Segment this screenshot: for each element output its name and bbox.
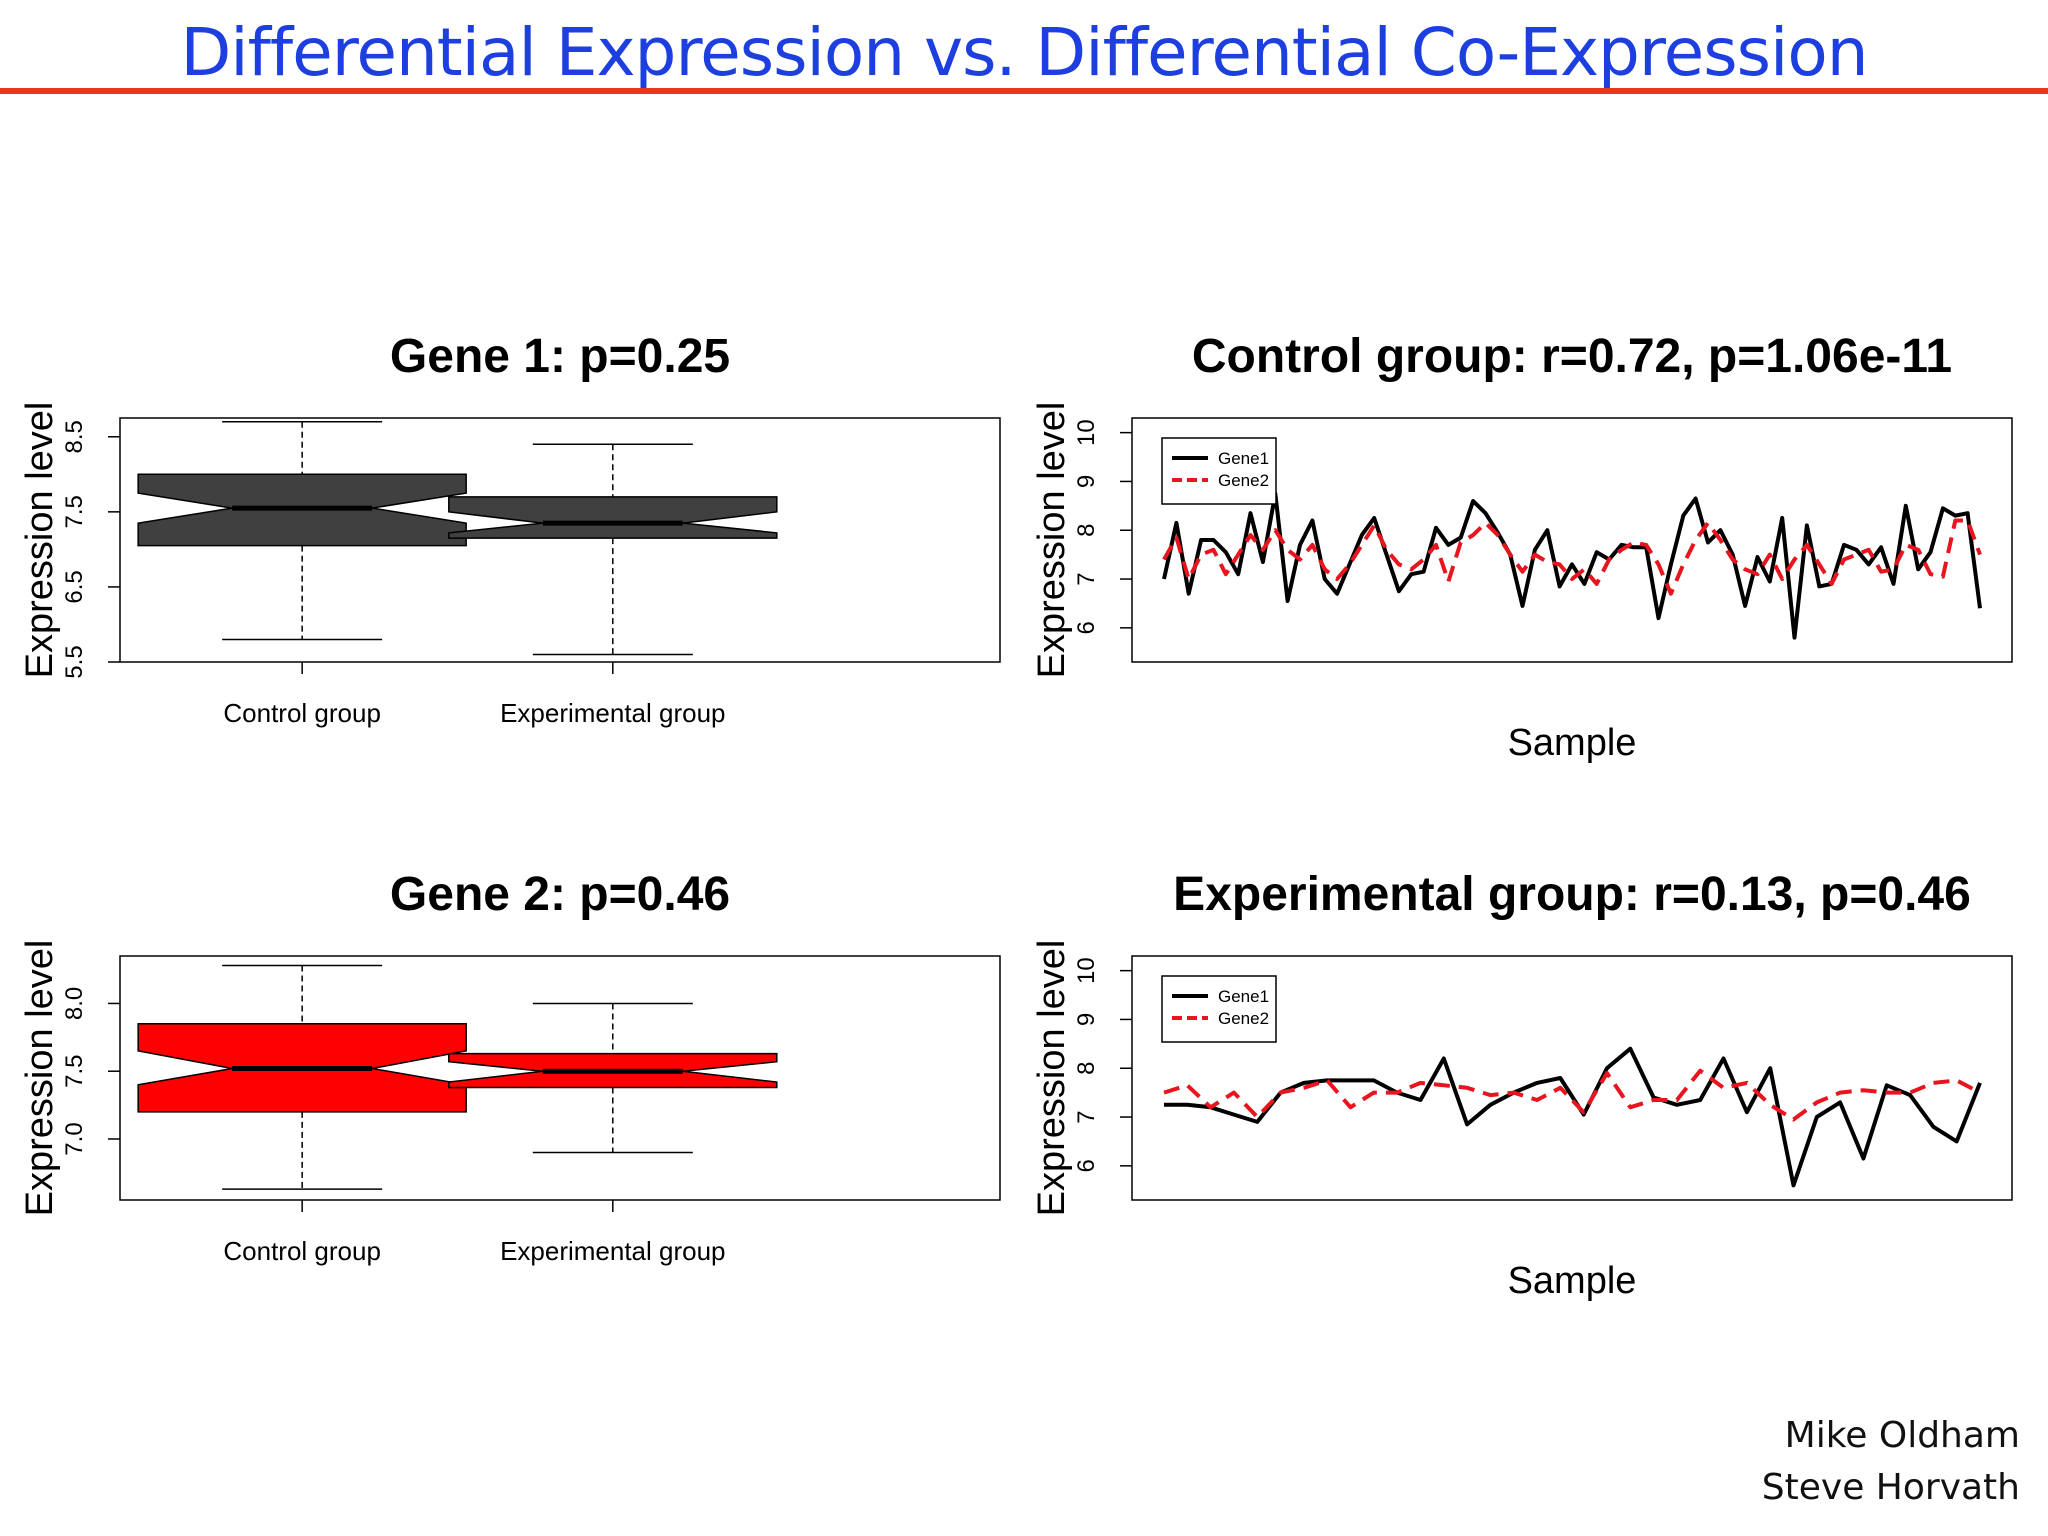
y-tick-label: 5.5 [61, 645, 88, 678]
y-tick-label: 8.5 [61, 420, 88, 453]
author-name: Mike Oldham [1762, 1410, 2020, 1462]
y-tick-label: 9 [1073, 1013, 1100, 1026]
chart-title: Experimental group: r=0.13, p=0.46 [1173, 868, 1971, 921]
y-tick-label: 8 [1073, 524, 1100, 537]
category-label: Experimental group [500, 698, 725, 728]
legend-label: Gene2 [1218, 1009, 1269, 1028]
y-tick-label: 8.0 [61, 987, 88, 1020]
x-axis-label: Sample [1508, 1260, 1637, 1302]
control-lines-panel: Control group: r=0.72, p=1.06e-11 Express… [1031, 330, 2012, 764]
y-tick-label: 7 [1073, 1110, 1100, 1123]
y-axis-label: Expression level [1031, 402, 1073, 679]
legend-label: Gene1 [1218, 987, 1269, 1006]
y-tick-label: 7 [1073, 572, 1100, 585]
category-label: Experimental group [500, 1236, 725, 1266]
y-tick-label: 6 [1073, 621, 1100, 634]
legend-label: Gene2 [1218, 471, 1269, 490]
experimental-lines-panel: Experimental group: r=0.13, p=0.46 Expres… [1031, 868, 2012, 1302]
y-axis-label: Expression level [19, 940, 61, 1217]
gene1-box-panel: Gene 1: p=0.25 Expression level 5.5 6.5 7.5 8… [19, 330, 1000, 728]
chart-title: Gene 2: p=0.46 [390, 868, 730, 921]
series-line-gene1 [1164, 1049, 1980, 1186]
y-axis-label: Expression level [1031, 940, 1073, 1217]
category-label: Control group [223, 698, 381, 728]
gene2-box-panel: Gene 2: p=0.46 Expression level 7.0 7.5 8.0 C… [19, 868, 1000, 1266]
category-label: Control group [223, 1236, 381, 1266]
box-body [449, 497, 777, 538]
y-tick-label: 7.5 [61, 1055, 88, 1088]
y-tick-label: 8 [1073, 1062, 1100, 1075]
y-tick-label: 10 [1073, 419, 1100, 446]
chart-title: Control group: r=0.72, p=1.06e-11 [1192, 330, 1952, 383]
series-line-gene1 [1164, 494, 1980, 638]
y-tick-label: 10 [1073, 957, 1100, 984]
y-tick-label: 6.5 [61, 570, 88, 603]
y-tick-label: 7.0 [61, 1122, 88, 1155]
y-axis-label: Expression level [19, 402, 61, 679]
legend-label: Gene1 [1218, 449, 1269, 468]
chart-title: Gene 1: p=0.25 [390, 330, 730, 383]
y-tick-label: 6 [1073, 1159, 1100, 1172]
author-name: Steve Horvath [1762, 1462, 2020, 1514]
x-axis-label: Sample [1508, 722, 1637, 764]
y-tick-label: 9 [1073, 475, 1100, 488]
author-credits: Mike Oldham Steve Horvath [1762, 1410, 2020, 1514]
y-tick-label: 7.5 [61, 495, 88, 528]
